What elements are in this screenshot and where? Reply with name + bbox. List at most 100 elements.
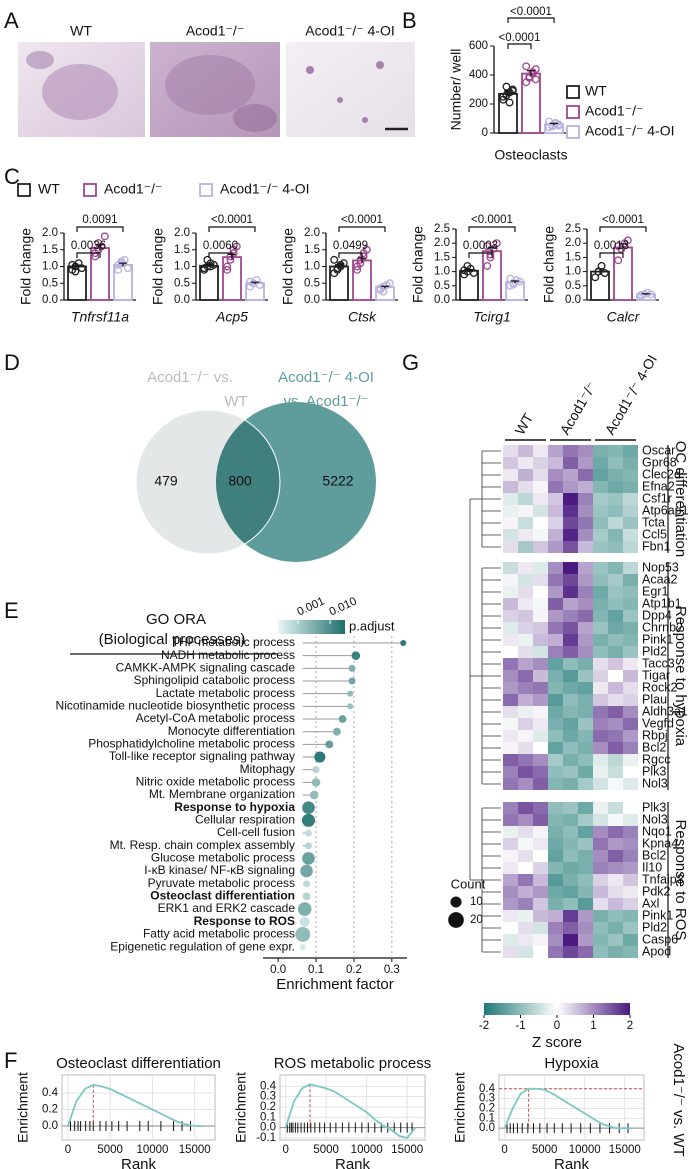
heat-cell bbox=[608, 814, 623, 826]
chart-title: ROS metabolic process bbox=[274, 1055, 432, 1072]
heat-cell bbox=[563, 910, 578, 922]
heat-cell bbox=[503, 910, 518, 922]
data-point bbox=[469, 269, 478, 277]
heat-cell bbox=[608, 505, 623, 517]
data-point bbox=[554, 121, 563, 130]
heat-cell bbox=[593, 517, 608, 529]
dot bbox=[312, 766, 320, 774]
heat-cell bbox=[503, 586, 518, 598]
micrograph-label: WT bbox=[70, 23, 92, 39]
heat-cell bbox=[623, 718, 638, 730]
heat-cell bbox=[518, 886, 533, 898]
heat-cell bbox=[518, 922, 533, 934]
heat-cell bbox=[593, 814, 608, 826]
y-tick-label: 0.2 bbox=[260, 1101, 276, 1113]
heat-cell bbox=[503, 802, 518, 814]
heat-cell bbox=[578, 622, 593, 634]
overlap bbox=[216, 410, 280, 554]
heat-cell bbox=[563, 742, 578, 754]
heat-cell bbox=[503, 694, 518, 706]
gene-label: Kpna4 bbox=[642, 836, 678, 850]
heat-cell bbox=[518, 562, 533, 574]
heat-cell bbox=[533, 682, 548, 694]
data-point bbox=[249, 279, 258, 288]
heat-cell bbox=[503, 517, 518, 529]
gene-label: Oscar bbox=[642, 443, 675, 457]
heat-cell bbox=[608, 886, 623, 898]
gene-label: Atp1b1 bbox=[642, 596, 682, 610]
heat-cell bbox=[578, 742, 593, 754]
y-tick-label: 0.0 bbox=[434, 294, 450, 306]
heat-cell bbox=[623, 493, 638, 505]
data-point bbox=[353, 265, 362, 274]
heat-cell bbox=[608, 694, 623, 706]
data-point bbox=[591, 273, 600, 282]
cell bbox=[306, 66, 314, 74]
term-label: I-κB kinase/ NF-κB signaling bbox=[144, 863, 295, 877]
set-label: Acod1⁻/⁻ 4-OI bbox=[278, 369, 374, 386]
dot bbox=[302, 852, 315, 865]
heat-cell bbox=[623, 886, 638, 898]
heat-cell bbox=[518, 898, 533, 910]
heat-cell bbox=[518, 826, 533, 838]
color-tick-label: 0.010 bbox=[328, 595, 359, 618]
heat-cell bbox=[518, 445, 533, 457]
data-point bbox=[356, 255, 365, 264]
p-value: 0.0091 bbox=[82, 214, 117, 226]
heat-cell bbox=[533, 742, 548, 754]
gene-label: Bcl2 bbox=[642, 848, 666, 862]
term-label: CAMKK-AMPK signaling cascade bbox=[116, 661, 296, 675]
p-value: 0.0499 bbox=[333, 240, 368, 252]
heat-cell bbox=[518, 505, 533, 517]
heat-cell bbox=[623, 934, 638, 946]
panel-label: G bbox=[402, 350, 419, 375]
heat-cell bbox=[563, 562, 578, 574]
heat-cell bbox=[563, 646, 578, 658]
heat-cell bbox=[563, 586, 578, 598]
term-label: Lactate metabolic process bbox=[156, 686, 295, 700]
chart-subtitle: (Biological processes) bbox=[99, 631, 246, 648]
heat-cell bbox=[533, 910, 548, 922]
heat-cell bbox=[563, 634, 578, 646]
heat-cell bbox=[608, 910, 623, 922]
heat-cell bbox=[593, 493, 608, 505]
heat-cell bbox=[608, 850, 623, 862]
micrograph-label: Acod1⁻/⁻ bbox=[186, 23, 244, 39]
heat-cell bbox=[518, 730, 533, 742]
heat-cell bbox=[563, 529, 578, 541]
heat-cell bbox=[503, 706, 518, 718]
heat-cell bbox=[563, 457, 578, 469]
heat-cell bbox=[533, 946, 548, 958]
heat-cell bbox=[533, 646, 548, 658]
heat-cell bbox=[548, 634, 563, 646]
heat-cell bbox=[563, 682, 578, 694]
heat-cell bbox=[623, 622, 638, 634]
heat-cell bbox=[533, 493, 548, 505]
heat-cell bbox=[608, 469, 623, 481]
color-bar-label: Z score bbox=[532, 1034, 582, 1051]
heat-cell bbox=[623, 802, 638, 814]
heat-cell bbox=[623, 541, 638, 553]
heat-cell bbox=[593, 934, 608, 946]
heat-cell bbox=[533, 706, 548, 718]
heat-cell bbox=[623, 517, 638, 529]
heat-cell bbox=[578, 646, 593, 658]
heat-cell bbox=[563, 886, 578, 898]
heat-cell bbox=[533, 517, 548, 529]
heat-cell bbox=[578, 481, 593, 493]
osteoclast bbox=[42, 64, 118, 120]
heat-cell bbox=[518, 754, 533, 766]
heat-cell bbox=[548, 886, 563, 898]
heat-cell bbox=[623, 850, 638, 862]
y-tick-label: 2.5 bbox=[565, 223, 581, 235]
legend-label: Acod1⁻/⁻ bbox=[585, 103, 643, 119]
heat-cell bbox=[533, 505, 548, 517]
heat-cell bbox=[578, 457, 593, 469]
data-point bbox=[483, 242, 492, 250]
heat-cell bbox=[608, 766, 623, 778]
heat-cell bbox=[563, 481, 578, 493]
heat-cell bbox=[578, 826, 593, 838]
heat-cell bbox=[518, 610, 533, 622]
heat-cell bbox=[593, 862, 608, 874]
bar bbox=[113, 263, 133, 301]
